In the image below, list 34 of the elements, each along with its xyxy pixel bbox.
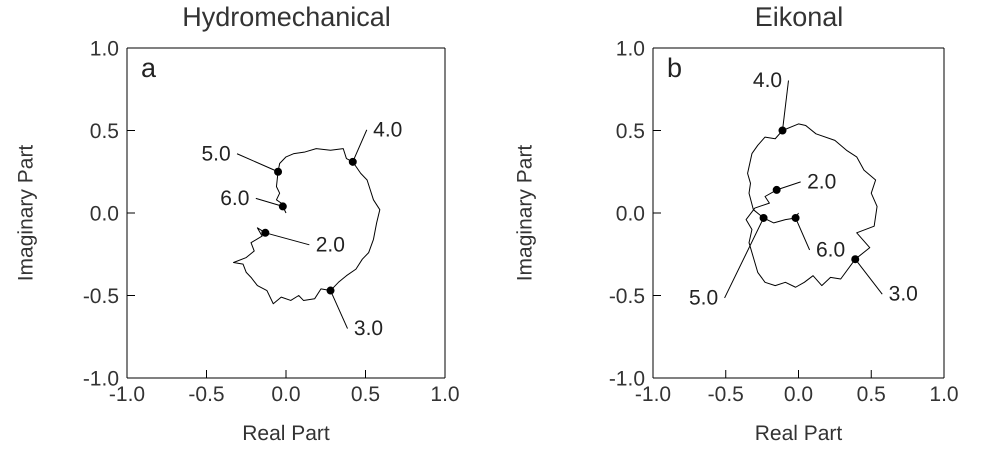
- y-tick-label: 1.0: [616, 37, 645, 60]
- y-tick-label: 0.0: [90, 202, 119, 226]
- annotation: 6.0: [220, 186, 250, 210]
- y-tick-label: 1.0: [90, 37, 119, 60]
- annotation: 2.0: [807, 170, 836, 194]
- x-axis-title: Real Part: [754, 422, 842, 445]
- y-axis-title: Imaginary Part: [14, 144, 38, 282]
- x-tick-label: 0.0: [784, 382, 814, 406]
- annotation: 2.0: [316, 233, 345, 256]
- annotation: 4.0: [752, 69, 782, 92]
- x-axis-title: Real Part: [242, 422, 330, 445]
- annotation: 5.0: [688, 286, 718, 310]
- x-tick-label: -0.5: [708, 382, 744, 406]
- chart-title: Hydromechanical: [181, 2, 392, 33]
- x-tick-label: 0.5: [350, 382, 380, 406]
- y-tick-label: 0.5: [90, 120, 119, 143]
- annotation: 3.0: [888, 282, 918, 306]
- y-tick-label: 0.0: [616, 202, 645, 226]
- annotation: 3.0: [354, 317, 384, 340]
- annotation: 6.0: [816, 238, 846, 262]
- annotation: 5.0: [201, 142, 231, 166]
- annotation: 4.0: [373, 118, 402, 142]
- chart-title: Eikonal: [754, 2, 844, 33]
- x-tick-label: -0.5: [188, 382, 225, 406]
- x-tick-label: 1.0: [430, 382, 460, 406]
- x-tick-label: 0.5: [856, 382, 886, 406]
- annotation: b: [667, 53, 682, 83]
- y-tick-label: 0.5: [616, 120, 645, 143]
- y-tick-label: -0.5: [82, 284, 119, 308]
- y-axis-title: Imaginary Part: [513, 144, 536, 282]
- y-tick-label: -0.5: [608, 284, 645, 308]
- x-tick-label: 1.0: [929, 382, 959, 406]
- annotation: a: [141, 53, 157, 83]
- x-tick-label: 0.0: [271, 382, 301, 406]
